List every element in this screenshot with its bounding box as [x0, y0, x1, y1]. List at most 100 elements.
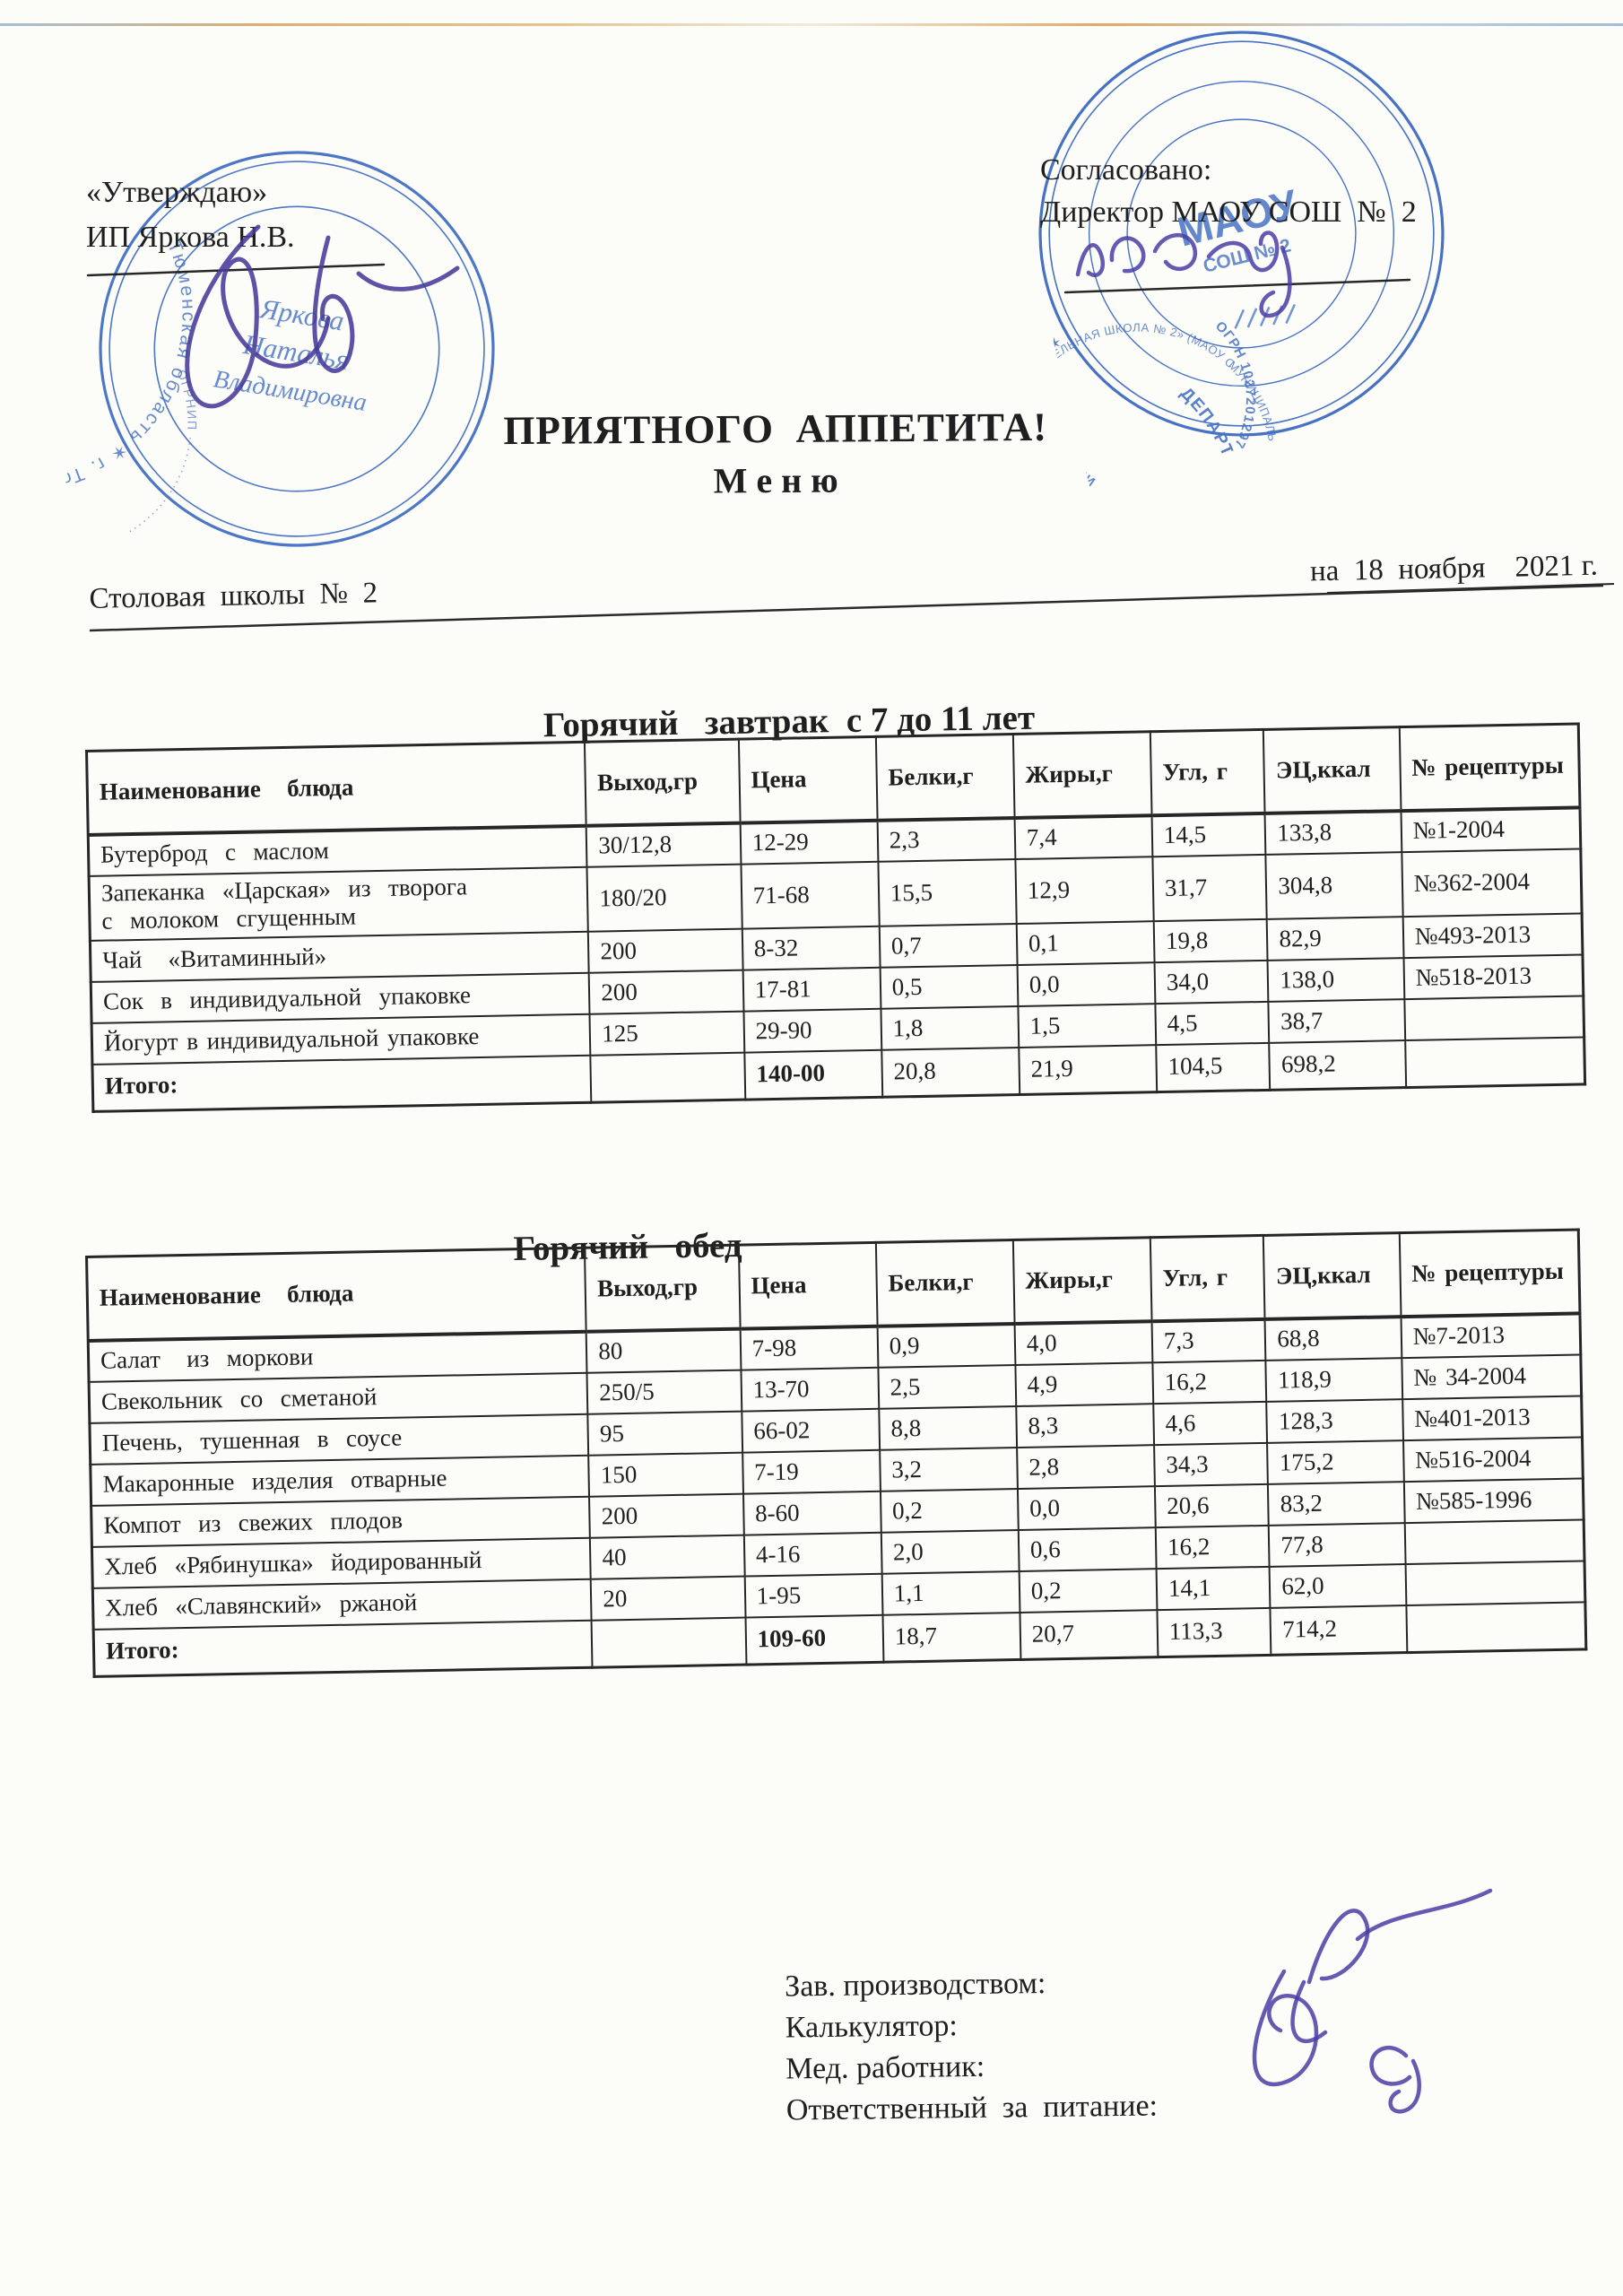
column-header: Угл, г — [1150, 729, 1265, 816]
menu-cell: 14,5 — [1151, 813, 1266, 857]
menu-cell: 71-68 — [741, 861, 880, 929]
menu-cell: 138,0 — [1267, 958, 1405, 1002]
menu-cell: 150 — [588, 1452, 743, 1497]
canteen-label: Столовая школы № 2 — [89, 577, 378, 616]
menu-cell: 82,9 — [1267, 917, 1404, 961]
footer-signatures — [1252, 1888, 1493, 2114]
scan-artifact-line — [0, 23, 1623, 26]
column-header: ЭЦ,ккал — [1263, 726, 1402, 813]
menu-cell: 62,0 — [1269, 1564, 1407, 1608]
menu-cell: 7-19 — [742, 1449, 881, 1494]
menu-cell: 20,6 — [1154, 1483, 1270, 1528]
menu-cell: 2,8 — [1016, 1445, 1155, 1489]
agree-label: Согласовано: — [1040, 153, 1212, 187]
menu-cell: 4,5 — [1155, 1001, 1270, 1046]
menu-cell: 118,9 — [1265, 1358, 1402, 1402]
approve-label: «Утверждаю» — [86, 176, 268, 209]
menu-cell: 8,8 — [879, 1406, 1017, 1450]
menu-cell — [1406, 1602, 1586, 1653]
menu-cell: 133,8 — [1264, 811, 1402, 855]
column-header: Белки,г — [875, 734, 1015, 821]
menu-cell: 7-98 — [740, 1326, 879, 1370]
menu-cell: 140-00 — [743, 1049, 882, 1100]
menu-cell: 30/12,8 — [586, 822, 742, 867]
menu-cell: 0,7 — [879, 924, 1018, 968]
menu-cell: 13-70 — [741, 1367, 880, 1412]
menu-cell: 1,5 — [1018, 1004, 1157, 1048]
menu-cell: №518-2013 — [1403, 954, 1584, 1000]
menu-cell: 0,2 — [880, 1488, 1019, 1533]
menu-cell: 0,6 — [1018, 1527, 1157, 1571]
menu-cell: 38,7 — [1268, 999, 1405, 1043]
menu-cell: 175,2 — [1267, 1440, 1404, 1484]
menu-cell: 83,2 — [1268, 1482, 1405, 1526]
signature-director — [1063, 230, 1411, 318]
menu-cell: 200 — [588, 928, 743, 973]
column-header: ЭЦ,ккал — [1263, 1232, 1402, 1319]
menu-cell: 40 — [590, 1535, 745, 1579]
menu-cell: №516-2004 — [1402, 1437, 1584, 1483]
column-header: Выход,гр — [585, 1245, 741, 1332]
menu-cell: 77,8 — [1269, 1523, 1406, 1567]
menu-cell: 698,2 — [1269, 1040, 1406, 1090]
menu-cell: №7-2013 — [1401, 1313, 1581, 1359]
menu-cell: №362-2004 — [1402, 848, 1583, 918]
column-header: № рецептуры — [1399, 1229, 1580, 1318]
menu-cell: 15,5 — [878, 859, 1017, 926]
menu-cell: 16,2 — [1155, 1525, 1270, 1570]
menu-cell: 8-60 — [742, 1491, 881, 1535]
menu-cell: 21,9 — [1019, 1045, 1158, 1094]
menu-cell — [590, 1052, 745, 1102]
menu-cell: 304,8 — [1265, 852, 1403, 919]
column-header: Жиры,г — [1012, 1237, 1152, 1325]
menu-cell: 4-16 — [743, 1532, 882, 1577]
menu-cell: 109-60 — [745, 1614, 884, 1665]
menu-cell: 0,2 — [1019, 1569, 1158, 1613]
menu-cell: № 34-2004 — [1402, 1354, 1582, 1400]
menu-cell: 200 — [589, 1493, 744, 1538]
menu-cell: 8-32 — [742, 926, 881, 970]
menu-cell: 128,3 — [1266, 1399, 1403, 1443]
stamp-ring-circle — [1088, 80, 1395, 387]
menu-cell: Запеканка «Царская» из творога с молоком… — [89, 866, 589, 941]
lunch-table: Наименование блюда Выход,гр Цена Белки,г Жир… — [85, 1228, 1588, 1678]
menu-cell: №401-2013 — [1402, 1396, 1583, 1441]
menu-cell: 7,4 — [1014, 815, 1153, 860]
menu-cell: 19,8 — [1153, 918, 1268, 963]
menu-cell: 2,5 — [878, 1365, 1017, 1409]
menu-cell: 104,5 — [1156, 1042, 1271, 1092]
menu-cell: 12,9 — [1015, 857, 1154, 925]
menu-cell — [1404, 996, 1584, 1041]
menu-cell: 200 — [588, 970, 744, 1014]
menu-cell: 18,7 — [882, 1612, 1021, 1662]
column-header: Цена — [738, 736, 878, 823]
menu-cell — [591, 1617, 747, 1667]
menu-cell: 1,8 — [881, 1005, 1020, 1050]
menu-cell: 1,1 — [881, 1570, 1020, 1615]
menu-cell: 714,2 — [1270, 1605, 1408, 1655]
menu-cell: 7,3 — [1151, 1318, 1266, 1363]
column-header: Выход,гр — [585, 739, 741, 826]
menu-cell: 4,6 — [1153, 1401, 1268, 1446]
agree-block: Согласовано: Директор МАОУ СОШ № 2 — [1040, 149, 1417, 233]
menu-cell: 2,0 — [881, 1529, 1020, 1574]
menu-cell: 20,7 — [1020, 1610, 1159, 1659]
menu-cell: 16,2 — [1152, 1360, 1267, 1405]
menu-cell: 68,8 — [1264, 1317, 1402, 1361]
menu-cell: 113,3 — [1157, 1607, 1271, 1657]
menu-cell: 8,3 — [1016, 1404, 1154, 1448]
menu-cell — [1404, 1519, 1585, 1565]
menu-cell: 250/5 — [586, 1370, 742, 1414]
menu-cell: 34,0 — [1154, 960, 1269, 1004]
menu-cell: 0,5 — [880, 964, 1019, 1009]
stamp-outer-circle — [99, 151, 495, 547]
menu-cell: 80 — [586, 1328, 742, 1373]
stamp-outer-circle — [1038, 30, 1445, 437]
menu-cell: 4,9 — [1015, 1362, 1154, 1407]
menu-cell: 125 — [589, 1011, 744, 1056]
menu-cell: 20 — [590, 1576, 746, 1621]
menu-cell: №1-2004 — [1401, 807, 1581, 853]
menu-cell: 29-90 — [743, 1008, 882, 1053]
menu-cell: 2,3 — [877, 818, 1016, 862]
